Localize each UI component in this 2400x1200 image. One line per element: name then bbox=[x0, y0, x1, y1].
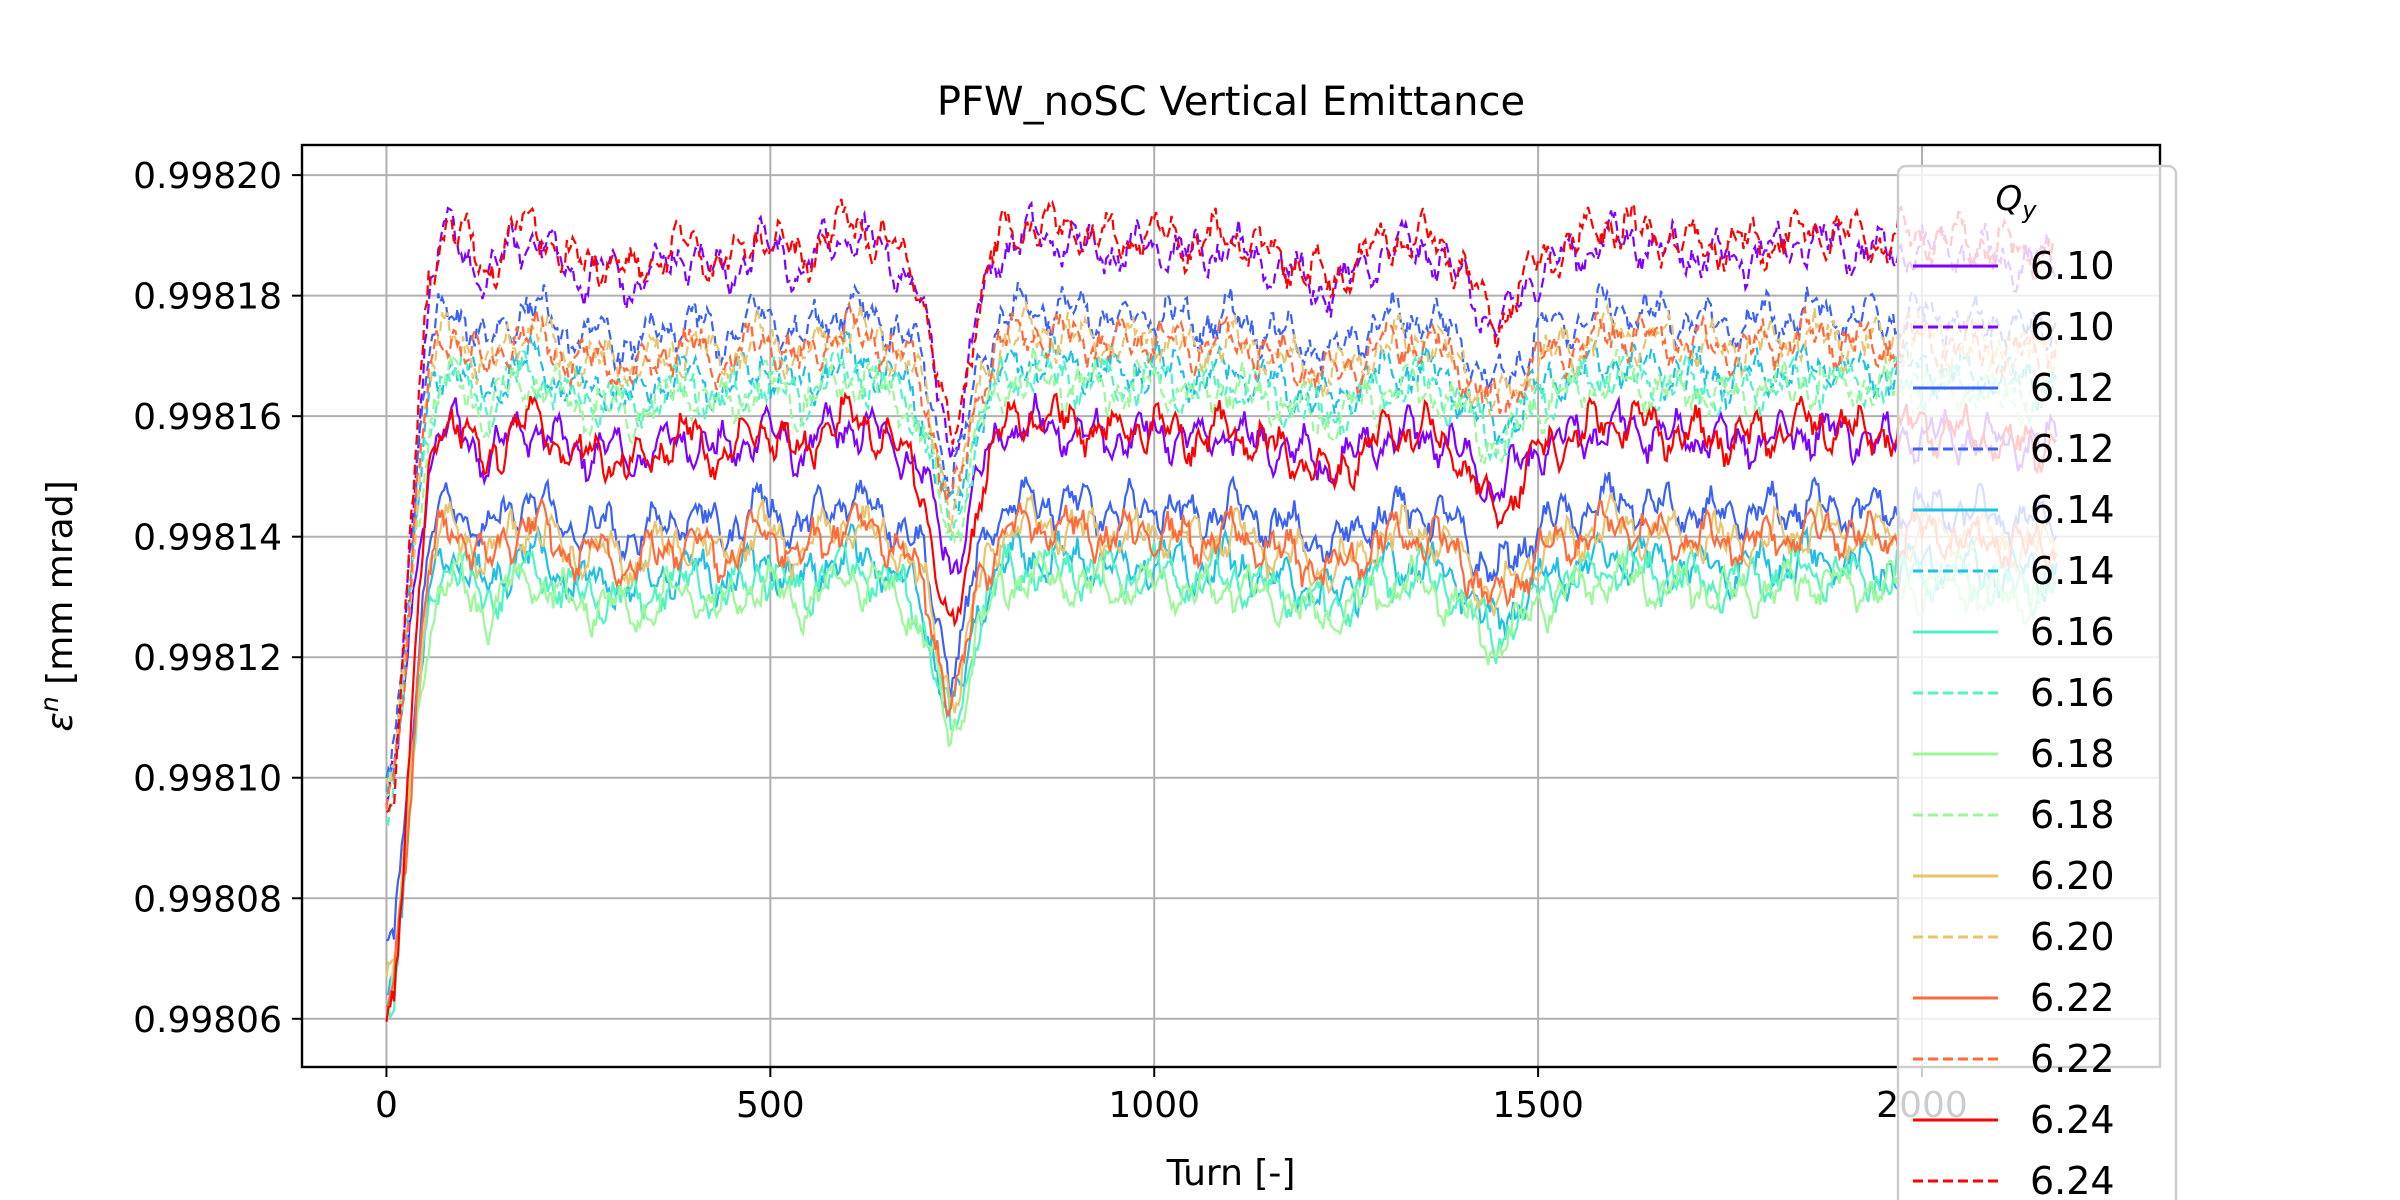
series-line bbox=[385, 200, 2058, 792]
y-tick-label: 0.99808 bbox=[133, 879, 282, 920]
legend-label: 6.20 bbox=[2030, 854, 2115, 898]
legend-label: 6.22 bbox=[2030, 976, 2115, 1020]
legend-label: 6.18 bbox=[2030, 732, 2115, 776]
y-tick-label: 0.99806 bbox=[133, 1000, 282, 1041]
y-axis-label: εn [mm mrad] bbox=[35, 480, 81, 731]
legend-title-main: Q bbox=[1996, 179, 2023, 219]
series-line bbox=[385, 393, 2058, 806]
legend-label: 6.12 bbox=[2030, 366, 2115, 410]
legend: Qy 6.106.106.126.126.146.146.166.166.186… bbox=[1896, 164, 2178, 1200]
legend-box bbox=[1896, 164, 2178, 1200]
grid bbox=[302, 145, 2160, 1067]
y-tick-label: 0.99816 bbox=[133, 397, 282, 438]
series-lines bbox=[385, 198, 2058, 1022]
series-line bbox=[385, 538, 2058, 1021]
x-tick-label: 0 bbox=[375, 1085, 398, 1126]
chart-title: PFW_noSC Vertical Emittance bbox=[937, 79, 1525, 125]
series-line bbox=[385, 347, 2058, 827]
legend-label: 6.24 bbox=[2030, 1098, 2115, 1142]
x-tick-label: 1500 bbox=[1492, 1085, 1584, 1126]
x-tick-label: 500 bbox=[736, 1085, 805, 1126]
legend-title-subscript: y bbox=[2021, 196, 2037, 224]
y-tick-label: 0.99810 bbox=[133, 759, 282, 800]
legend-label: 6.16 bbox=[2030, 610, 2115, 654]
y-tick-label: 0.99814 bbox=[133, 518, 282, 559]
series-line bbox=[385, 300, 2058, 809]
y-axis-label-superscript: n bbox=[35, 696, 64, 712]
legend-label: 6.12 bbox=[2030, 427, 2115, 471]
legend-label: 6.10 bbox=[2030, 244, 2115, 288]
legend-title: Qy bbox=[1996, 179, 2038, 224]
legend-label: 6.14 bbox=[2030, 549, 2115, 593]
series-line bbox=[385, 301, 2058, 788]
y-axis-label-symbol: ε bbox=[40, 712, 81, 731]
x-tick-label: 1000 bbox=[1108, 1085, 1200, 1126]
legend-label: 6.18 bbox=[2030, 793, 2115, 837]
series-line bbox=[385, 497, 2058, 1008]
legend-label: 6.22 bbox=[2030, 1037, 2115, 1081]
legend-label: 6.20 bbox=[2030, 915, 2115, 959]
legend-items: 6.10 6.10 6.12 6.12 6.14 6.14 6.16 6.16 6.18 6.18… bbox=[1913, 244, 2115, 1200]
y-tick-label: 0.99820 bbox=[133, 156, 282, 197]
series-line bbox=[385, 391, 2058, 1022]
y-tick-label: 0.99812 bbox=[133, 638, 282, 679]
legend-label: 6.10 bbox=[2030, 305, 2115, 349]
legend-label: 6.14 bbox=[2030, 488, 2115, 532]
legend-label: 6.16 bbox=[2030, 671, 2115, 715]
x-axis-label: Turn [-] bbox=[1166, 1153, 1296, 1194]
series-line bbox=[385, 547, 2058, 1020]
series-line bbox=[385, 327, 2058, 792]
series-line bbox=[386, 198, 2058, 813]
series-line bbox=[385, 471, 2058, 942]
legend-label: 6.24 bbox=[2030, 1159, 2115, 1200]
y-tick-label: 0.99818 bbox=[133, 277, 282, 318]
plot-frame bbox=[300, 143, 2162, 1069]
y-axis-label-units: [mm mrad] bbox=[40, 480, 81, 696]
